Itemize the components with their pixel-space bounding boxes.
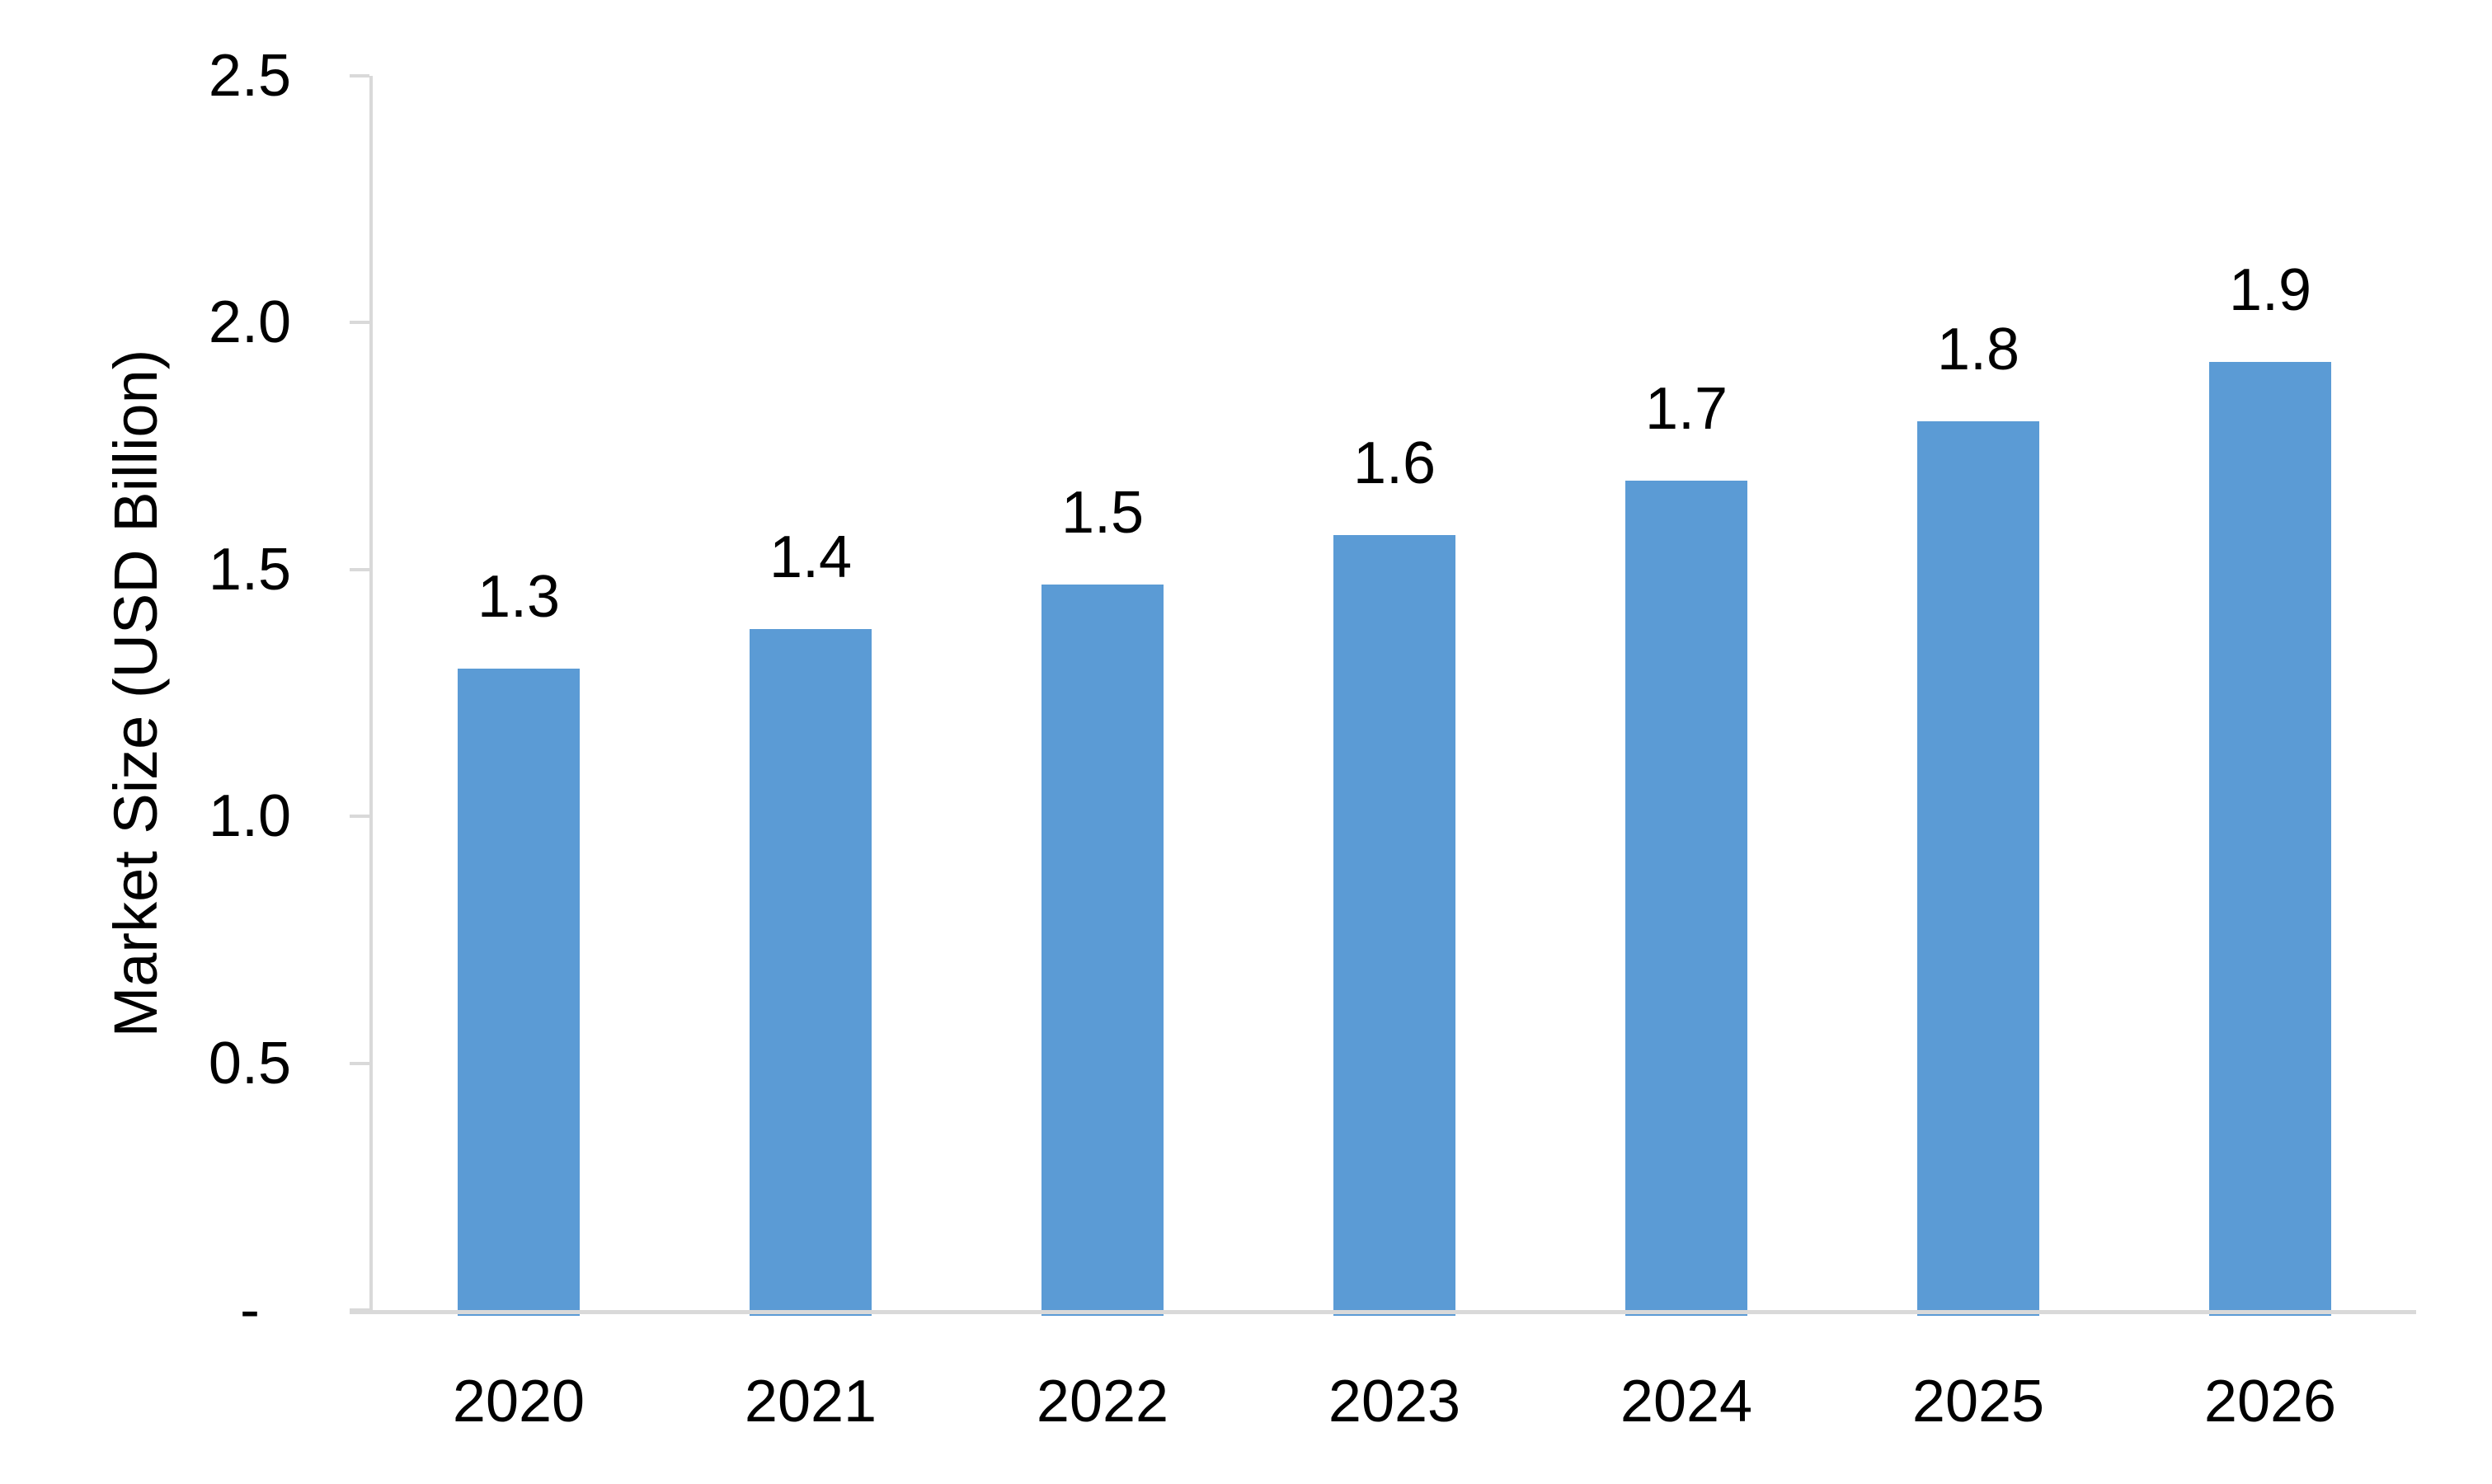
x-axis-line [350,1310,2416,1314]
y-axis-tick-label: - [240,1277,260,1343]
bar-value-label: 1.6 [1352,430,1436,496]
bar-2021 [750,628,872,1316]
bar-value-label: 1.5 [1060,479,1145,546]
bar-value-label: 1.8 [1936,317,2020,383]
bar-value-label: 1.4 [769,524,853,590]
bar-2026 [2209,362,2331,1316]
y-axis-tick [350,1061,369,1065]
y-axis-tick-label: 1.0 [208,783,291,850]
x-category-label: 2023 [1328,1369,1461,1435]
x-category-label: 2025 [1911,1369,2045,1435]
y-axis-line [369,76,373,1314]
x-category-label: 2022 [1036,1369,1169,1435]
bar-value-label: 1.3 [477,563,561,630]
y-axis-tick [350,74,369,77]
x-category-label: 2020 [452,1369,585,1435]
y-axis-tick-label: 0.5 [208,1030,291,1097]
bar-value-label: 1.9 [2228,257,2312,324]
bar-2024 [1625,481,1747,1316]
x-category-label: 2026 [2203,1369,2337,1435]
x-category-label: 2021 [744,1369,877,1435]
bar-2020 [458,668,580,1316]
bar-2023 [1333,534,1455,1316]
bar-2022 [1041,584,1164,1316]
y-axis-tick [350,567,369,571]
y-axis-tick [350,321,369,325]
y-axis-tick-label: 2.0 [208,289,291,356]
x-category-label: 2024 [1620,1369,1753,1435]
y-axis-tick-label: 1.5 [208,536,291,603]
bar-value-label: 1.7 [1644,376,1728,443]
y-axis-tick-label: 2.5 [208,43,291,109]
y-axis-tick [350,815,369,819]
bar-2025 [1917,421,2039,1316]
